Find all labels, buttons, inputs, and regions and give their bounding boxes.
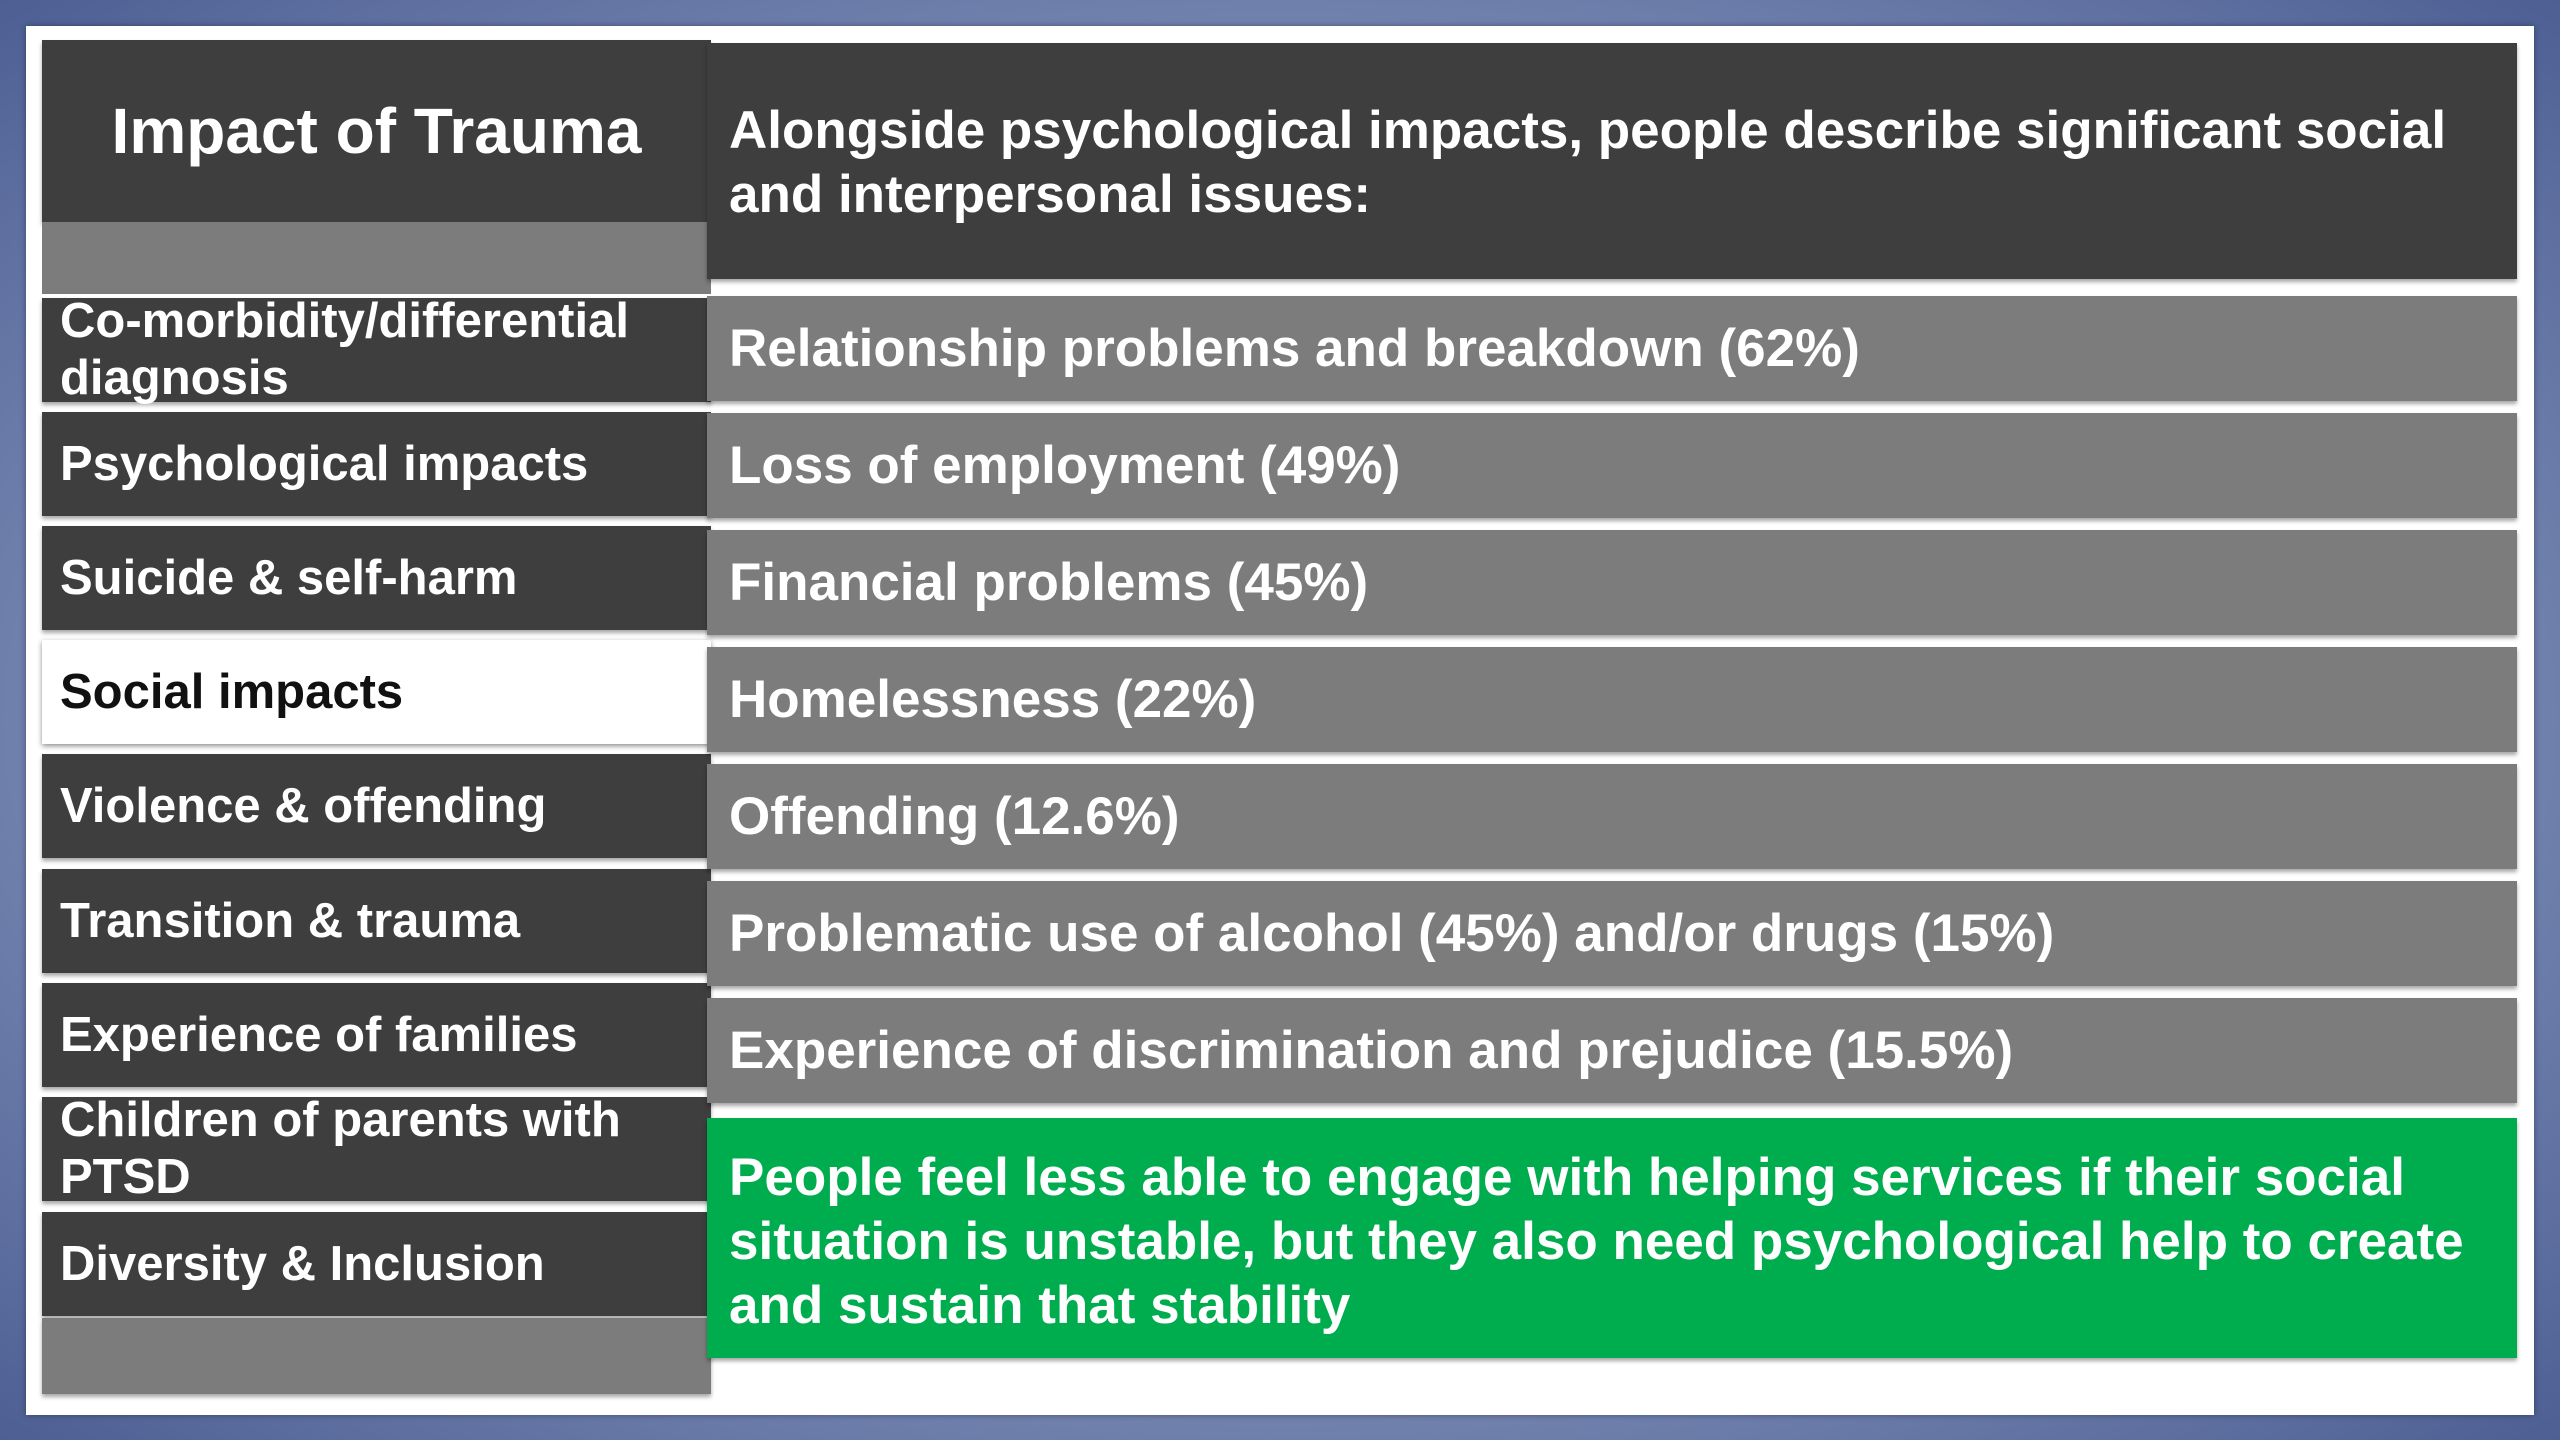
stat-row: Problematic use of alcohol (45%) and/or … [707,881,2517,986]
stat-row: Homelessness (22%) [707,647,2517,752]
stat-row: Experience of discrimination and prejudi… [707,998,2517,1103]
nav-item-transition-trauma[interactable]: Transition & trauma [42,869,711,973]
stat-row: Relationship problems and breakdown (62%… [707,296,2517,401]
slide: Impact of Trauma Co-morbidity/differenti… [26,26,2534,1415]
nav-item-social-impacts[interactable]: Social impacts [42,640,711,744]
nav-item-psychological-impacts[interactable]: Psychological impacts [42,412,711,516]
nav-item-experience-of-families[interactable]: Experience of families [42,983,711,1087]
nav-title: Impact of Trauma [42,40,711,222]
nav-spacer-bottom [42,1318,711,1394]
nav-spacer-top [42,222,711,294]
stat-row: Offending (12.6%) [707,764,2517,869]
conclusion-box: People feel less able to engage with hel… [707,1118,2517,1358]
nav-item-children-of-parents[interactable]: Children of parents with PTSD [42,1093,711,1204]
stat-row: Loss of employment (49%) [707,413,2517,518]
nav-item-violence-offending[interactable]: Violence & offending [42,754,711,858]
nav-item-comorbidity[interactable]: Co-morbidity/differential diagnosis [42,294,711,405]
content-heading: Alongside psychological impacts, people … [707,43,2517,279]
stat-row: Financial problems (45%) [707,530,2517,635]
nav-item-suicide-self-harm[interactable]: Suicide & self-harm [42,526,711,630]
nav-item-diversity-inclusion[interactable]: Diversity & Inclusion [42,1212,711,1316]
